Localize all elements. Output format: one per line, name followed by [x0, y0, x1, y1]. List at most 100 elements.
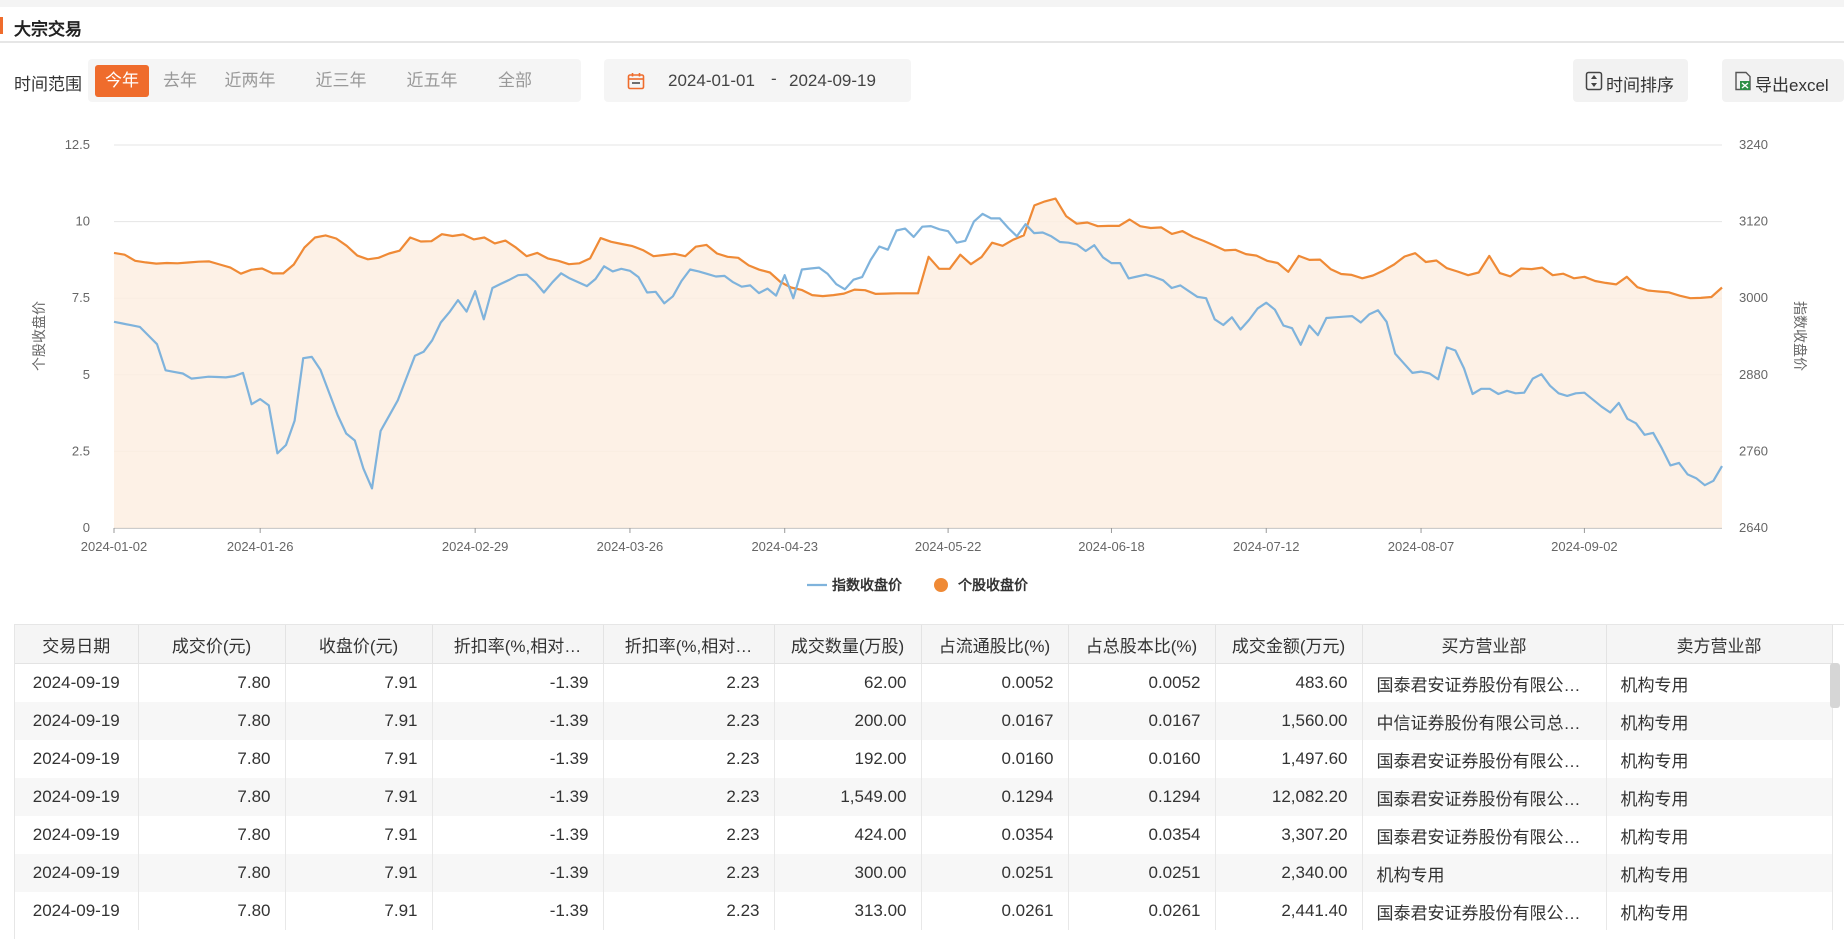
- table-cell: 0.0052: [921, 663, 1069, 702]
- stock-price-line: [113, 197, 1723, 300]
- column-header[interactable]: 卖方营业部: [1606, 625, 1833, 664]
- tab-two-years[interactable]: 近两年: [224, 71, 276, 90]
- table-cell: 0.0251: [921, 854, 1069, 892]
- table-cell: 2024-09-19: [15, 663, 139, 702]
- y-left-tick-label: 0: [83, 520, 90, 535]
- table-cell: 0.0160: [921, 740, 1069, 778]
- x-tick-label: 2024-05-22: [915, 539, 982, 554]
- time-range-tabs: 今年 去年 近两年 近三年 近五年 全部: [88, 59, 581, 102]
- table-cell: 7.91: [285, 778, 433, 816]
- table-cell: 0.0160: [1068, 740, 1216, 778]
- table-cell: 机构专用: [1606, 816, 1833, 854]
- y-right-tick-label: 2880: [1739, 367, 1768, 382]
- table-cell: 2.23: [603, 778, 775, 816]
- table-cell: 7.91: [285, 740, 433, 778]
- table-cell: 国泰君安证券股份有限公…: [1362, 816, 1607, 854]
- section-title: 大宗交易: [14, 20, 82, 39]
- table-cell: 2024-09-19: [15, 702, 139, 740]
- table-cell: 1,560.00: [1215, 702, 1363, 740]
- date-start-field[interactable]: 2024-01-01: [668, 71, 755, 90]
- table-cell: 2024-09-19: [15, 740, 139, 778]
- export-excel-button[interactable]: 导出excel: [1722, 59, 1844, 102]
- column-header[interactable]: 折扣率(%,相对…: [432, 625, 604, 664]
- table-cell: -1.39: [432, 816, 604, 854]
- column-header[interactable]: 折扣率(%,相对…: [603, 625, 775, 664]
- column-header[interactable]: 成交价(元): [138, 625, 286, 664]
- column-header[interactable]: 成交金额(万元): [1215, 625, 1363, 664]
- tab-five-years[interactable]: 近五年: [406, 71, 458, 90]
- excel-file-icon: [1735, 71, 1751, 91]
- table-cell: 2.23: [603, 702, 775, 740]
- table-cell: 3,307.20: [1215, 816, 1363, 854]
- table-cell: 0.0251: [1068, 854, 1216, 892]
- column-header[interactable]: 收盘价(元): [285, 625, 433, 664]
- y-left-tick-label: 7.5: [72, 290, 90, 305]
- table-cell: 7.80: [138, 740, 286, 778]
- table-cell: 国泰君安证券股份有限公…: [1362, 778, 1607, 816]
- table-row[interactable]: 2024-09-19 7.80 7.91 -1.39 2.23 200.00 0.0167 0…: [15, 702, 1833, 740]
- y-right-tick-label: 2640: [1739, 520, 1768, 535]
- y-right-axis-title: 指数收盘价: [1792, 301, 1808, 371]
- tab-last-year[interactable]: 去年: [163, 71, 197, 90]
- table-cell: -1.39: [432, 702, 604, 740]
- time-range-label: 时间范围: [14, 75, 82, 94]
- table-cell: 国泰君安证券股份有限公…: [1362, 663, 1607, 702]
- table-cell: 313.00: [774, 892, 922, 930]
- table-cell: 7.80: [138, 778, 286, 816]
- table-row[interactable]: 2024-09-19 7.80 7.91 -1.39 2.23 1,549.00 0.129…: [15, 778, 1833, 816]
- table-cell: 7.80: [138, 663, 286, 702]
- table-cell: 0.0261: [921, 892, 1069, 930]
- table-cell: 中信证券股份有限公司总…: [1362, 702, 1607, 740]
- toolbar: 时间范围 今年 去年 近两年 近三年 近五年 全部 2024-01-01 - 2…: [0, 58, 1844, 104]
- chart-svg: 0 2640 2.5 2760 5 2880 7.5 3000 10 3120 12.5 3240 20…: [31, 137, 1808, 593]
- index-price-line: [113, 212, 1723, 490]
- section-header: 大宗交易: [0, 7, 1844, 43]
- table-row[interactable]: 2024-09-19 7.80 7.91 -1.39 2.23 300.00 0.0251 0…: [15, 854, 1833, 892]
- tab-this-year[interactable]: 今年: [95, 65, 149, 97]
- legend-stock-swatch: [934, 578, 948, 592]
- table-cell: -1.39: [432, 663, 604, 702]
- y-right-tick-label: 3240: [1739, 137, 1768, 152]
- table-cell: 7.91: [285, 892, 433, 930]
- table-cell: 200.00: [774, 702, 922, 740]
- column-header[interactable]: 占流通股比(%): [921, 625, 1069, 664]
- export-excel-label: 导出excel: [1755, 76, 1829, 95]
- table-cell: 192.00: [774, 740, 922, 778]
- table-cell: 0.0354: [1068, 816, 1216, 854]
- sort-icon: [1585, 71, 1603, 91]
- table-cell: 0.1294: [921, 778, 1069, 816]
- stock-area-fill: [114, 198, 1722, 528]
- top-strip: [0, 0, 1844, 7]
- y-left-tick-label: 12.5: [65, 137, 90, 152]
- date-end-field[interactable]: 2024-09-19: [789, 71, 876, 90]
- table-row[interactable]: 2024-09-19 7.80 7.91 -1.39 2.23 424.00 0.0354 0…: [15, 816, 1833, 854]
- y-left-tick-label: 5: [83, 367, 90, 382]
- table-cell: 62.00: [774, 663, 922, 702]
- table-cell: 机构专用: [1362, 854, 1607, 892]
- block-trade-table: 交易日期 成交价(元) 收盘价(元) 折扣率(%,相对… 折扣率(%,相对… 成交数量(万…: [14, 624, 1844, 939]
- time-sort-button[interactable]: 时间排序: [1573, 59, 1688, 102]
- x-tick-label: 2024-04-23: [751, 539, 818, 554]
- table-cell: 2.23: [603, 854, 775, 892]
- tab-three-years[interactable]: 近三年: [315, 71, 367, 90]
- table-cell: 0.0052: [1068, 663, 1216, 702]
- table-cell: 0.1294: [1068, 778, 1216, 816]
- table-row[interactable]: 2024-09-19 7.80 7.91 -1.39 2.23 192.00 0.0160 0…: [15, 740, 1833, 778]
- column-header[interactable]: 买方营业部: [1362, 625, 1607, 664]
- table-cell: 1,549.00: [774, 778, 922, 816]
- table-scrollbar[interactable]: [1830, 663, 1840, 708]
- column-header[interactable]: 占总股本比(%): [1068, 625, 1216, 664]
- x-tick-label: 2024-08-07: [1388, 539, 1455, 554]
- date-range-picker[interactable]: 2024-01-01 - 2024-09-19: [604, 59, 911, 102]
- x-tick-label: 2024-01-26: [227, 539, 294, 554]
- column-header[interactable]: 交易日期: [15, 625, 139, 664]
- column-header[interactable]: 成交数量(万股): [774, 625, 922, 664]
- table-row[interactable]: 2024-09-19 7.80 7.91 -1.39 2.23 62.00 0.0052 0.…: [15, 663, 1833, 702]
- table-row[interactable]: 2024-09-19 7.80 7.91 -1.39 2.23 313.00 0.0261 0…: [15, 892, 1833, 930]
- table-cell: 机构专用: [1606, 740, 1833, 778]
- table-cell: 7.80: [138, 892, 286, 930]
- tab-all[interactable]: 全部: [498, 71, 532, 90]
- price-chart: 0 2640 2.5 2760 5 2880 7.5 3000 10 3120 12.5 3240 20…: [0, 120, 1844, 610]
- table-cell: 0.0167: [1068, 702, 1216, 740]
- y-left-tick-label: 10: [76, 214, 90, 229]
